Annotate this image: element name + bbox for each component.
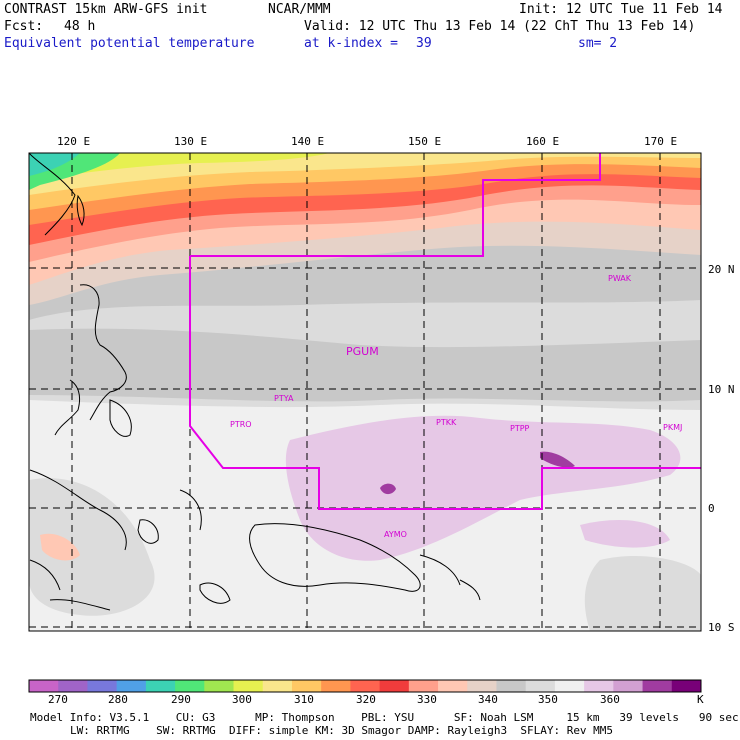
valid-time: Valid: 12 UTC Thu 13 Feb 14 (22 ChT Thu … [304,19,696,34]
station-aymo: AYMO [384,530,407,539]
colorbar-label-320: 320 [356,693,376,706]
colorbar-swatch [525,680,556,692]
colorbar-label-340: 340 [478,693,498,706]
station-pgum: PGUM [346,345,379,358]
model-info-line1: Model Info: V3.5.1 CU: G3 MP: Thompson P… [30,711,739,724]
station-pkmj: PKMJ [663,423,682,432]
nest-domain-boundary [189,153,701,510]
colorbar-frame [28,679,702,693]
colorbar-label-300: 300 [232,693,252,706]
lat-label-10n: 10 N [708,383,735,396]
lat-label-20n: 20 N [708,263,735,276]
colorbar [28,679,702,693]
lat-label-10s: 10 S [708,621,735,634]
colorbar-swatch [204,680,235,692]
station-ptya: PTYA [274,394,294,403]
coastlines [29,153,481,611]
org-label: NCAR/MMM [268,2,331,17]
theta-e-field [29,153,701,631]
colorbar-label-270: 270 [48,693,68,706]
station-ptpp: PTPP [510,424,530,433]
latlon-grid [29,153,701,631]
map-frame [28,152,702,632]
colorbar-swatch [87,680,118,692]
colorbar-swatch [145,680,176,692]
colorbar-swatch [262,680,293,692]
colorbar-label-350: 350 [538,693,558,706]
colorbar-swatch [379,680,410,692]
k-index-value: 39 [416,36,432,51]
colorbar-swatch [642,680,673,692]
station-ptkk: PTKK [436,418,457,427]
station-labels: PGUM PTYA PTRO PTKK PTPP PKMJ PWAK AYMO [230,274,682,539]
lat-label-eq: 0 [708,502,715,515]
colorbar-swatch [58,680,88,692]
lon-label-160e: 160 E [526,135,560,148]
colorbar-swatch [496,680,527,692]
colorbar-swatch [321,680,351,692]
colorbar-label-330: 330 [417,693,437,706]
level-label: at k-index = [304,36,398,51]
lon-label-130e: 130 E [174,135,208,148]
lon-label-120e: 120 E [57,135,91,148]
lon-label-140e: 140 E [291,135,325,148]
fcst-value: 48 h [64,19,96,34]
init-time: Init: 12 UTC Tue 11 Feb 14 [519,2,723,17]
colorbar-swatch [233,680,264,692]
colorbar-swatch [408,680,439,692]
model-info-line2: LW: RRTMG SW: RRTMG DIFF: simple KM: 3D … [70,724,614,737]
field-name: Equivalent potential temperature [4,36,255,51]
colorbar-swatch [671,680,702,692]
colorbar-swatch [291,680,322,692]
colorbar-swatch [116,680,147,692]
lon-label-170e: 170 E [644,135,678,148]
colorbar-swatch [175,680,205,692]
smoothing-label: sm= 2 [578,36,618,51]
colorbar-label-360: 360 [600,693,620,706]
station-ptro: PTRO [230,420,252,429]
colorbar-swatch [554,680,585,692]
colorbar-swatch [29,680,59,692]
colorbar-swatch [613,680,644,692]
station-pwak: PWAK [608,274,632,283]
fcst-label: Fcst: [4,19,44,34]
colorbar-swatch [438,680,468,692]
colorbar-label-310: 310 [294,693,314,706]
colorbar-swatch [350,680,381,692]
colorbar-swatch [467,680,497,692]
colorbar-unit: K [697,693,704,706]
colorbar-label-280: 280 [108,693,128,706]
lon-label-150e: 150 E [408,135,442,148]
colorbar-swatch [584,680,614,692]
colorbar-label-290: 290 [171,693,191,706]
model-title: CONTRAST 15km ARW-GFS init [4,2,208,17]
